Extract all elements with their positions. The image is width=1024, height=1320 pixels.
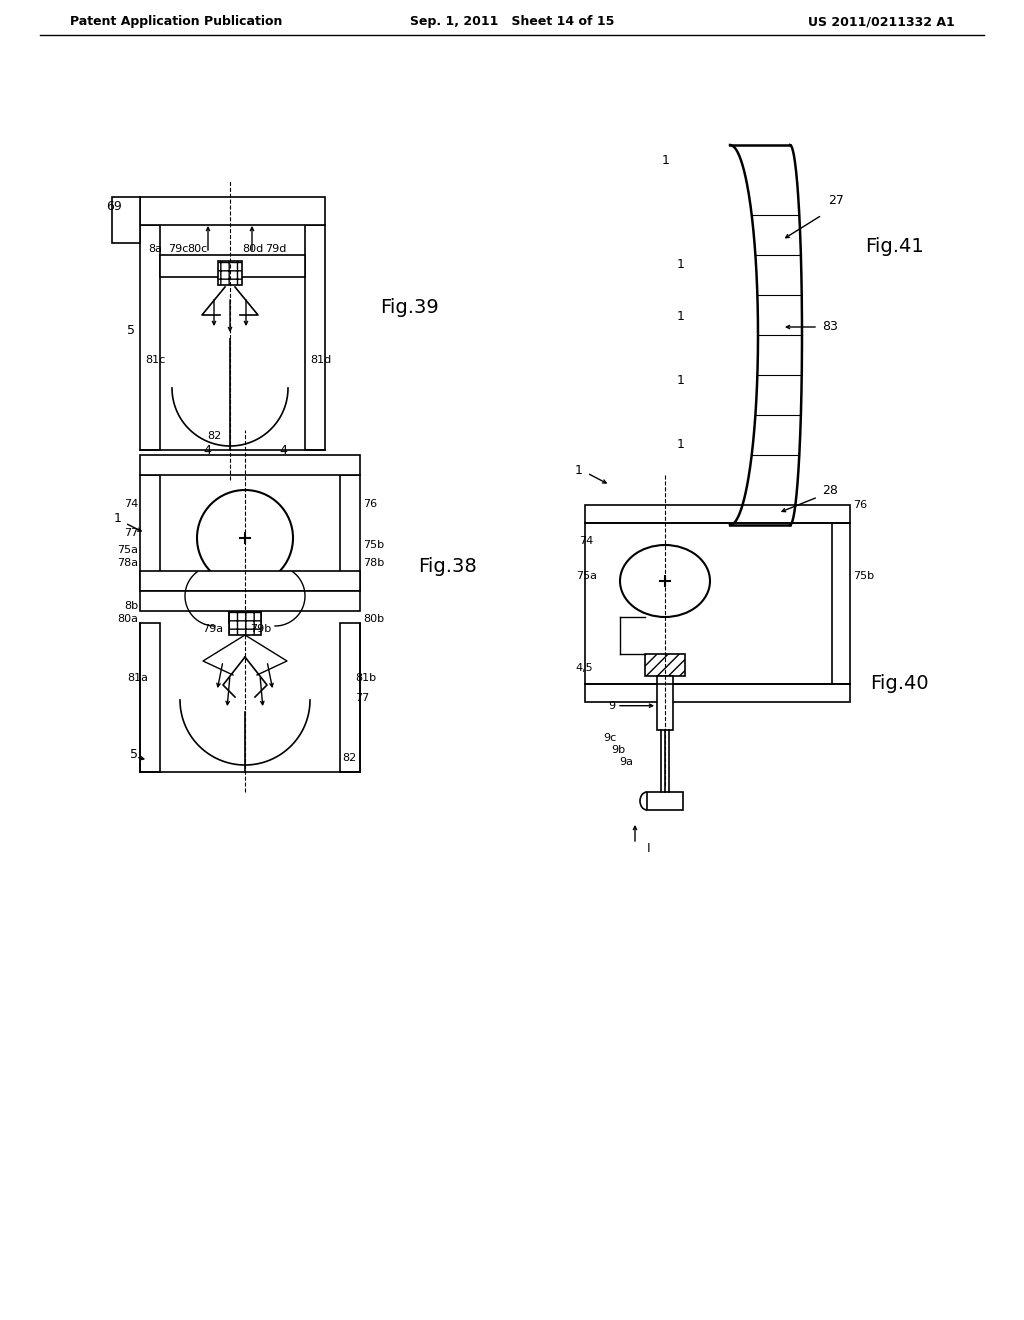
Text: 75a: 75a	[575, 572, 597, 581]
Text: 79d: 79d	[265, 244, 287, 253]
Bar	[140, 623, 160, 772]
Text: 75b: 75b	[362, 540, 384, 549]
Bar	[160, 255, 305, 277]
Text: 27: 27	[828, 194, 844, 206]
Text: 1: 1	[677, 438, 685, 451]
Bar	[647, 792, 683, 810]
Text: 69: 69	[106, 201, 122, 214]
Text: 81a: 81a	[127, 673, 148, 682]
Text: 80d: 80d	[242, 244, 263, 253]
Text: 1: 1	[663, 153, 670, 166]
Text: 5: 5	[127, 323, 135, 337]
Text: 1: 1	[575, 463, 583, 477]
Bar	[585, 684, 850, 702]
Text: 78b: 78b	[362, 558, 384, 568]
Text: Fig.38: Fig.38	[418, 557, 477, 576]
Text: 77: 77	[355, 693, 370, 704]
Bar	[218, 261, 242, 285]
Text: 83: 83	[822, 321, 838, 334]
Bar	[645, 653, 685, 676]
Bar	[140, 455, 360, 475]
Bar	[305, 224, 325, 450]
Text: Fig.40: Fig.40	[870, 675, 929, 693]
Bar	[140, 475, 160, 591]
Text: 79c: 79c	[168, 244, 188, 253]
Text: 77: 77	[124, 528, 138, 539]
Text: 4,5: 4,5	[575, 663, 593, 673]
Text: 74: 74	[579, 536, 593, 546]
Text: Sep. 1, 2011   Sheet 14 of 15: Sep. 1, 2011 Sheet 14 of 15	[410, 16, 614, 29]
Bar	[140, 572, 360, 591]
Text: 81d: 81d	[310, 355, 331, 366]
Bar	[831, 523, 850, 684]
Text: 8b: 8b	[124, 601, 138, 611]
Text: 4: 4	[203, 444, 211, 457]
Text: 9a: 9a	[618, 756, 633, 767]
Bar	[657, 676, 673, 730]
Text: 1: 1	[677, 259, 685, 272]
Bar	[112, 197, 140, 243]
Text: 82: 82	[208, 432, 222, 441]
Text: 82: 82	[342, 752, 356, 763]
Text: 74: 74	[124, 499, 138, 510]
Text: 1: 1	[677, 374, 685, 387]
Text: US 2011/0211332 A1: US 2011/0211332 A1	[808, 16, 955, 29]
Bar	[229, 599, 261, 623]
Text: 79a: 79a	[202, 624, 223, 634]
Text: 1: 1	[677, 310, 685, 323]
Bar	[585, 506, 850, 523]
Text: 9c: 9c	[604, 733, 617, 743]
Text: Fig.39: Fig.39	[380, 298, 438, 317]
Bar	[140, 591, 360, 611]
Text: 9b: 9b	[611, 744, 625, 755]
Text: 9: 9	[608, 701, 615, 710]
Text: 80b: 80b	[362, 614, 384, 624]
Text: 78a: 78a	[117, 558, 138, 568]
Text: 5: 5	[130, 747, 138, 760]
Text: I: I	[647, 842, 650, 854]
Text: 80a: 80a	[117, 614, 138, 624]
Text: 81b: 81b	[355, 673, 376, 682]
Text: Patent Application Publication: Patent Application Publication	[70, 16, 283, 29]
Text: 75a: 75a	[117, 545, 138, 556]
Bar	[340, 623, 360, 772]
Text: Fig.41: Fig.41	[865, 238, 924, 256]
Text: 75b: 75b	[853, 572, 874, 581]
Bar	[140, 197, 325, 224]
Text: 76: 76	[853, 500, 867, 510]
Bar	[140, 224, 160, 450]
Text: 79b: 79b	[250, 624, 271, 634]
Text: 8a: 8a	[148, 244, 162, 253]
Text: 81c: 81c	[144, 355, 165, 366]
Bar	[229, 611, 261, 635]
Text: 80c: 80c	[187, 244, 208, 253]
Bar	[340, 475, 360, 591]
Text: 4: 4	[280, 444, 287, 457]
Text: 28: 28	[822, 483, 838, 496]
Text: 76: 76	[362, 499, 377, 510]
Text: 1: 1	[114, 511, 122, 524]
